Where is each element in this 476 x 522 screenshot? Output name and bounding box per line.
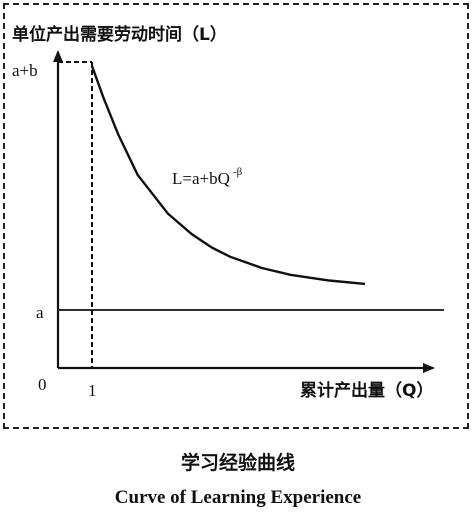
learning-curve-diagram: 单位产出需要劳动时间（L） a+b a 0 1 累计产出量（Q） L=a+bQ … bbox=[12, 24, 444, 401]
y-tick-a: a bbox=[36, 303, 44, 322]
y-axis-title: 单位产出需要劳动时间（L） bbox=[12, 24, 227, 45]
x-tick-one: 1 bbox=[88, 381, 97, 400]
chart-title: 学习经验曲线 bbox=[180, 452, 295, 474]
curve-formula-exponent: -β bbox=[233, 166, 243, 178]
diagram-frame bbox=[3, 3, 469, 429]
learning-curve bbox=[90, 65, 366, 286]
y-tick-a-plus-b: a+b bbox=[12, 61, 38, 80]
x-tick-origin: 0 bbox=[38, 375, 47, 394]
chart-subtitle: Curve of Learning Experience bbox=[114, 487, 362, 508]
x-axis-title: 累计产出量（Q） bbox=[300, 380, 433, 401]
curve-formula: L=a+bQ bbox=[172, 169, 230, 188]
